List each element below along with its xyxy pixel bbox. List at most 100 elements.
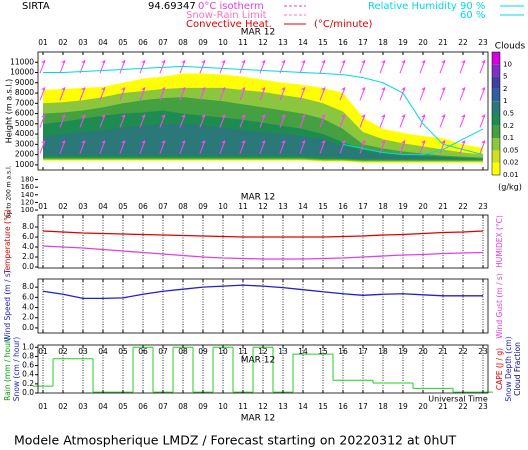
colorbar-cell xyxy=(492,76,500,89)
x-tick-label: 08 xyxy=(178,38,188,47)
wind-arrow-head xyxy=(301,114,305,118)
y-tick-label: 0.0 xyxy=(22,323,34,332)
wind-arrow-head xyxy=(101,140,105,144)
wind-arrow-head xyxy=(441,87,445,91)
series-line xyxy=(42,284,483,300)
x-tick-label: 04 xyxy=(98,38,108,47)
x-tick-label: 11 xyxy=(238,402,248,411)
wind-arrow-head xyxy=(121,114,125,118)
low-tick-label: 140 xyxy=(21,191,34,199)
wind-arrow-head xyxy=(221,87,225,91)
x-tick-label: 15 xyxy=(318,347,328,356)
wind-arrow-head xyxy=(421,140,425,144)
y-tick-label: 0.0 xyxy=(22,262,34,271)
colorbar-label: 0.1 xyxy=(503,134,514,142)
wind-arrow-head xyxy=(101,87,105,91)
colorbar-label: 0.01 xyxy=(503,171,519,179)
y-tick-label: 8000 xyxy=(15,88,34,97)
footer: Modele Atmospherique LMDZ / Forecast sta… xyxy=(14,433,457,448)
right-axis-label: Wind Gust (m / s) xyxy=(495,273,504,338)
wind-arrow-head xyxy=(421,114,425,118)
y-tick-label: 0.8 xyxy=(22,351,34,360)
wind-arrow-head xyxy=(261,60,265,64)
wind-arrow-head xyxy=(321,60,325,64)
y-tick-label: 4000 xyxy=(15,129,34,138)
x-tick-label: 02 xyxy=(58,347,68,356)
legend-label: 60 % xyxy=(460,10,485,21)
series-line xyxy=(42,230,484,238)
x-tick-label: 22 xyxy=(458,402,468,411)
x-tick-label: 18 xyxy=(378,347,388,356)
wind-arrow-head xyxy=(461,60,465,64)
x-tick-label: 14 xyxy=(298,202,308,211)
colorbar-cell xyxy=(492,125,500,139)
colorbar-label: 1 xyxy=(503,97,507,105)
wind-arrow-head xyxy=(341,140,345,144)
x-tick-label: 20 xyxy=(418,202,428,211)
wind-arrow-head xyxy=(301,60,305,64)
convective-legend: Convective Heat. xyxy=(186,19,272,30)
x-tick-label: 17 xyxy=(358,38,368,47)
y-tick-label: 0.6 xyxy=(22,361,34,370)
wind-arrow-head xyxy=(341,114,345,118)
x-tick-label: 14 xyxy=(298,38,308,47)
wind-arrow-head xyxy=(481,60,485,64)
x-tick-label: 12 xyxy=(258,202,268,211)
wind-arrow-head xyxy=(201,87,205,91)
left-axis-label: Wind Speed (m / s) xyxy=(3,270,12,342)
convective-unit: (°C/minute) xyxy=(314,19,373,30)
y-tick-label: 6.0 xyxy=(22,232,34,241)
wind-arrow-head xyxy=(401,140,405,144)
x-tick-label: 05 xyxy=(118,38,128,47)
x-tick-label: 18 xyxy=(378,202,388,211)
x-tick-label: 11 xyxy=(238,202,248,211)
wind-arrow-head xyxy=(361,87,365,91)
x-tick-label: 11 xyxy=(238,38,248,47)
x-tick-label: 21 xyxy=(438,347,448,356)
x-tick-label: 12 xyxy=(258,38,268,47)
x-tick-label: 02 xyxy=(58,202,68,211)
wind-arrow-head xyxy=(141,60,145,64)
wind-arrow-head xyxy=(441,60,445,64)
x-tick-label: 10 xyxy=(218,402,228,411)
x-tick-label: 08 xyxy=(178,202,188,211)
colorbar-cell xyxy=(492,101,500,114)
wind-arrow-head xyxy=(381,140,385,144)
wind-arrow-head xyxy=(61,114,65,118)
y-tick-label: 5000 xyxy=(15,119,34,128)
low-tick-label: 100 xyxy=(21,206,34,214)
wind-arrow-head xyxy=(221,60,225,64)
series-line xyxy=(42,245,484,260)
x-tick-label: 17 xyxy=(358,402,368,411)
y-tick-label: 4.0 xyxy=(22,242,34,251)
wind-arrow-head xyxy=(341,87,345,91)
x-tick-label: 06 xyxy=(138,202,148,211)
x-tick-label: 10 xyxy=(218,38,228,47)
wind-arrow-head xyxy=(261,140,265,144)
x-tick-label: 07 xyxy=(158,202,168,211)
wind-arrow-head xyxy=(461,140,465,144)
y-tick-label: 1.0 xyxy=(22,342,34,351)
x-tick-label: 16 xyxy=(338,402,348,411)
wind-arrow-head xyxy=(441,114,445,118)
wind-arrow-head xyxy=(181,60,185,64)
x-tick-label: 09 xyxy=(198,202,208,211)
y-tick-label: 0.4 xyxy=(22,370,34,379)
wind-arrow-head xyxy=(201,60,205,64)
x-tick-label: 12 xyxy=(258,402,268,411)
wind-arrow-head xyxy=(161,60,165,64)
wind-arrow-head xyxy=(481,87,485,91)
x-tick-label: 22 xyxy=(458,202,468,211)
coords: 94.69347 xyxy=(148,1,196,12)
y-tick-label: 8.0 xyxy=(22,282,34,291)
colorbar-cell xyxy=(492,64,500,77)
wind-arrow-head xyxy=(61,60,65,64)
right-axis-label: HUMIDEX (°C) xyxy=(495,215,504,268)
wind-arrow-head xyxy=(221,140,225,144)
y-tick-label: 1000 xyxy=(15,160,34,169)
x-tick-label: 20 xyxy=(418,38,428,47)
y-tick-label: 6000 xyxy=(15,109,34,118)
wind-arrow-head xyxy=(481,140,485,144)
x-tick-label: 01 xyxy=(38,402,48,411)
x-tick-label: 17 xyxy=(358,202,368,211)
